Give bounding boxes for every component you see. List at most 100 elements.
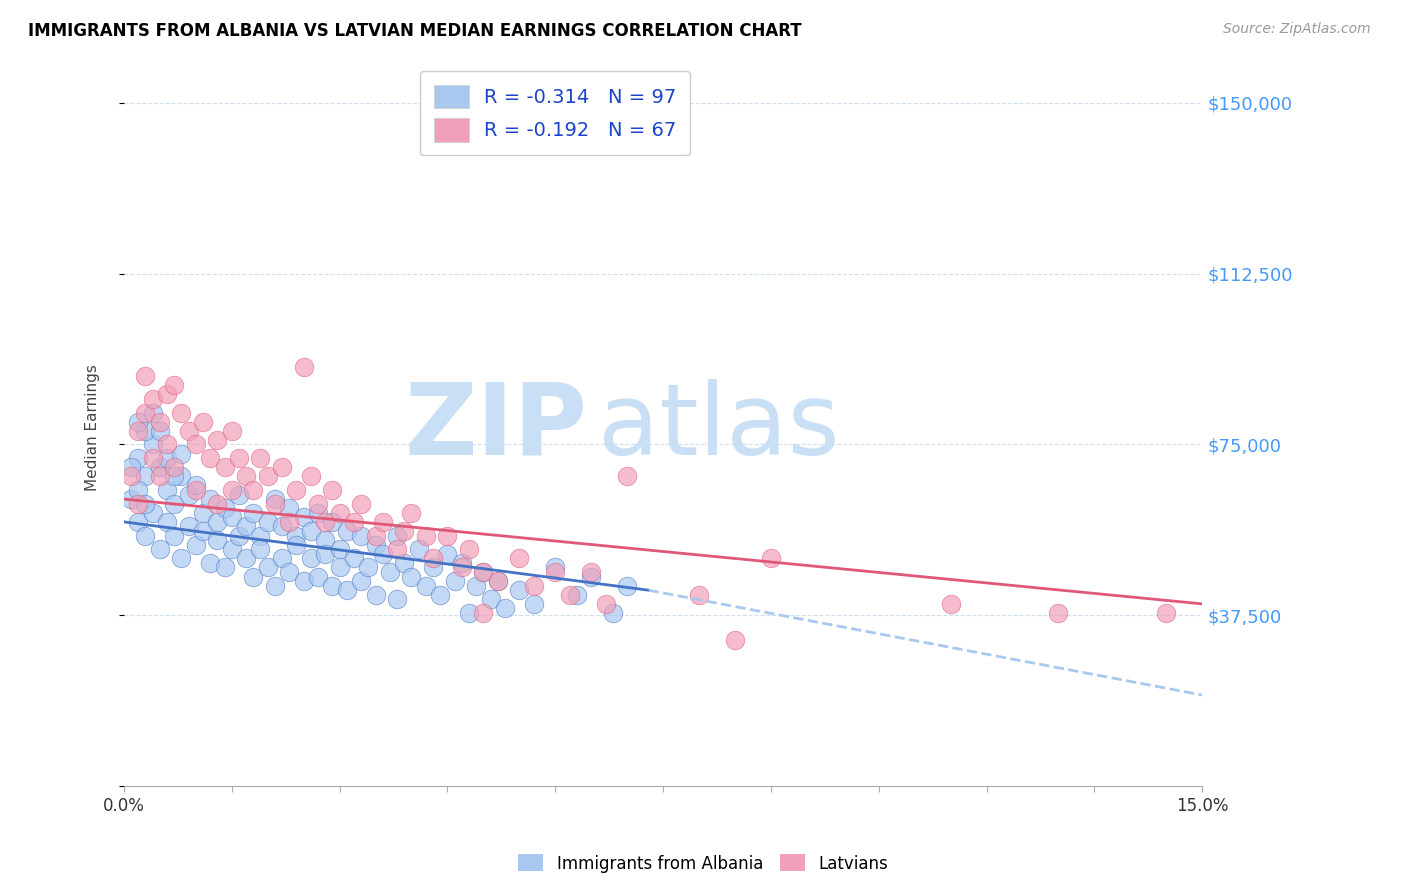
Point bbox=[198, 556, 221, 570]
Point bbox=[394, 556, 416, 570]
Point bbox=[184, 538, 207, 552]
Point bbox=[422, 551, 444, 566]
Point bbox=[256, 560, 278, 574]
Point bbox=[307, 497, 329, 511]
Point bbox=[299, 469, 322, 483]
Point bbox=[450, 560, 472, 574]
Point bbox=[450, 556, 472, 570]
Point bbox=[156, 437, 179, 451]
Point bbox=[429, 588, 451, 602]
Point bbox=[436, 547, 458, 561]
Point bbox=[134, 469, 156, 483]
Point bbox=[264, 579, 287, 593]
Point bbox=[321, 579, 343, 593]
Point bbox=[494, 601, 516, 615]
Point bbox=[472, 565, 495, 579]
Point bbox=[1047, 606, 1070, 620]
Point bbox=[127, 415, 149, 429]
Point bbox=[242, 569, 264, 583]
Point bbox=[357, 560, 380, 574]
Point bbox=[724, 633, 747, 648]
Point bbox=[214, 460, 236, 475]
Point bbox=[249, 542, 271, 557]
Point bbox=[221, 542, 243, 557]
Point bbox=[134, 405, 156, 419]
Point bbox=[558, 588, 581, 602]
Point bbox=[142, 392, 165, 406]
Point bbox=[149, 542, 172, 557]
Point bbox=[336, 583, 359, 598]
Point bbox=[602, 606, 624, 620]
Point bbox=[385, 592, 408, 607]
Point bbox=[401, 506, 423, 520]
Point bbox=[385, 542, 408, 557]
Point bbox=[292, 359, 315, 374]
Point bbox=[242, 483, 264, 497]
Point bbox=[364, 538, 387, 552]
Point bbox=[228, 528, 250, 542]
Point bbox=[472, 606, 495, 620]
Point bbox=[120, 460, 142, 475]
Point bbox=[314, 533, 336, 547]
Point bbox=[163, 378, 186, 392]
Point bbox=[415, 579, 437, 593]
Point bbox=[228, 451, 250, 466]
Point bbox=[207, 533, 229, 547]
Point bbox=[458, 606, 481, 620]
Point bbox=[142, 506, 165, 520]
Point bbox=[394, 524, 416, 538]
Point bbox=[271, 551, 294, 566]
Point bbox=[127, 497, 149, 511]
Point bbox=[343, 515, 366, 529]
Point bbox=[408, 542, 430, 557]
Point bbox=[579, 569, 602, 583]
Point bbox=[422, 560, 444, 574]
Point bbox=[156, 515, 179, 529]
Point bbox=[329, 542, 352, 557]
Point bbox=[385, 528, 408, 542]
Point bbox=[170, 551, 193, 566]
Point bbox=[939, 597, 962, 611]
Point bbox=[343, 551, 366, 566]
Point bbox=[329, 506, 352, 520]
Point bbox=[156, 387, 179, 401]
Legend: Immigrants from Albania, Latvians: Immigrants from Albania, Latvians bbox=[512, 847, 894, 880]
Point bbox=[249, 528, 271, 542]
Point bbox=[759, 551, 782, 566]
Point bbox=[544, 560, 567, 574]
Point bbox=[285, 528, 308, 542]
Point bbox=[479, 592, 502, 607]
Point bbox=[228, 487, 250, 501]
Point bbox=[443, 574, 465, 588]
Point bbox=[184, 483, 207, 497]
Point bbox=[285, 538, 308, 552]
Point bbox=[134, 369, 156, 384]
Point bbox=[142, 437, 165, 451]
Point bbox=[458, 542, 481, 557]
Point bbox=[350, 497, 373, 511]
Point bbox=[221, 510, 243, 524]
Point bbox=[616, 469, 638, 483]
Point bbox=[544, 565, 567, 579]
Point bbox=[364, 528, 387, 542]
Point bbox=[191, 524, 214, 538]
Legend: R = -0.314   N = 97, R = -0.192   N = 67: R = -0.314 N = 97, R = -0.192 N = 67 bbox=[420, 71, 690, 155]
Point bbox=[149, 469, 172, 483]
Point bbox=[616, 579, 638, 593]
Point bbox=[184, 437, 207, 451]
Point bbox=[127, 483, 149, 497]
Point bbox=[214, 560, 236, 574]
Point bbox=[177, 487, 200, 501]
Point bbox=[299, 551, 322, 566]
Point bbox=[579, 565, 602, 579]
Point bbox=[235, 469, 257, 483]
Point bbox=[214, 501, 236, 516]
Point bbox=[221, 483, 243, 497]
Point bbox=[688, 588, 710, 602]
Point bbox=[508, 583, 530, 598]
Point bbox=[523, 597, 546, 611]
Point bbox=[156, 451, 179, 466]
Point bbox=[134, 497, 156, 511]
Point bbox=[523, 579, 546, 593]
Text: IMMIGRANTS FROM ALBANIA VS LATVIAN MEDIAN EARNINGS CORRELATION CHART: IMMIGRANTS FROM ALBANIA VS LATVIAN MEDIA… bbox=[28, 22, 801, 40]
